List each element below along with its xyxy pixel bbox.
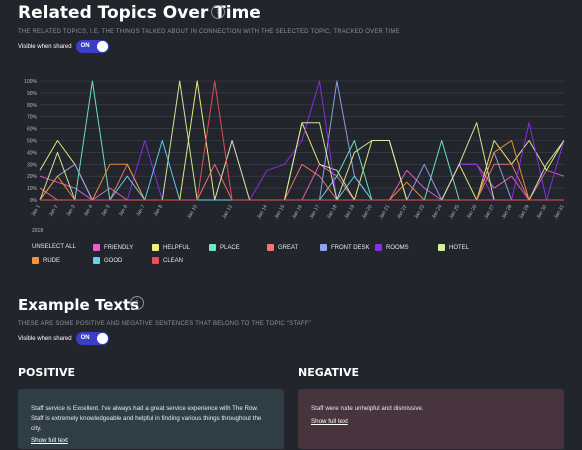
- legend-label: HELPFUL: [163, 244, 191, 251]
- x-tick-label: Jan 24: [431, 204, 444, 220]
- legend-label: FRIENDLY: [104, 244, 134, 251]
- x-tick-label: Jan 20: [361, 204, 374, 220]
- toggle-knob: [96, 41, 108, 52]
- legend-item-clean[interactable]: CLEAN: [152, 257, 183, 264]
- legend-swatch: [438, 244, 445, 251]
- visible-when-shared-label: Visible when shared: [18, 43, 72, 50]
- x-tick-label: Jan 2: [48, 204, 59, 218]
- legend-label: GREAT: [278, 244, 299, 251]
- legend-swatch: [152, 244, 159, 251]
- x-tick-label: Jan 29: [518, 204, 531, 220]
- visibility-toggle[interactable]: ON: [75, 40, 109, 53]
- legend-label: PLACE: [220, 244, 240, 251]
- x-tick-label: Jan 17: [308, 204, 321, 220]
- examples-title: Example Texts: [18, 296, 140, 314]
- legend-item-rooms[interactable]: ROOMS: [375, 244, 409, 251]
- info-icon[interactable]: i: [130, 296, 144, 310]
- x-tick-label: Jan 15: [274, 204, 287, 220]
- legend-item-good[interactable]: GOOD: [93, 257, 122, 264]
- positive-example-text: Staff service is Excellent. I've always …: [31, 405, 262, 432]
- section-subtitle: THE RELATED TOPICS, I.E. THE THINGS TALK…: [18, 29, 400, 35]
- related-topics-line-chart: 0% 10% 20% 30% 40% 50% 60% 70% 80% 90% 100% Jan 1 Ja…: [24, 79, 566, 220]
- legend-item-helpful[interactable]: HELPFUL: [152, 244, 190, 251]
- x-tick-label: Jan 1: [30, 204, 41, 218]
- legend-label: GOOD: [104, 257, 123, 264]
- legend-swatch: [375, 244, 382, 251]
- x-tick-label: Jan 31: [553, 204, 566, 220]
- legend-swatch: [209, 244, 216, 251]
- negative-heading: NEGATIVE: [298, 366, 360, 379]
- y-tick-label: 80%: [27, 103, 38, 109]
- x-tick-label: Jan 22: [396, 204, 409, 220]
- legend-label: ROOMS: [386, 244, 409, 251]
- legend-item-hotel[interactable]: HOTEL: [438, 244, 469, 251]
- y-tick-label: 100%: [24, 79, 37, 85]
- x-tick-label: Jan 10: [186, 204, 199, 220]
- examples-subtitle: THESE ARE SOME POSITIVE AND NEGATIVE SEN…: [18, 321, 312, 327]
- positive-example-card: Staff service is Excellent. I've always …: [18, 389, 284, 449]
- y-tick-label: 10%: [27, 186, 38, 192]
- x-tick-label: Jan 25: [448, 204, 461, 220]
- y-tick-label: 20%: [27, 174, 38, 180]
- x-tick-label: Jan 4: [83, 204, 94, 218]
- visibility-row: Visible when shared ON: [18, 332, 109, 345]
- x-tick-label: Jan 14: [256, 204, 269, 220]
- x-tick-label: Jan 3: [65, 204, 76, 218]
- x-tick-label: Jan 30: [536, 204, 549, 220]
- x-tick-label: Jan 23: [413, 204, 426, 220]
- x-tick-label: Jan 28: [501, 204, 514, 220]
- y-tick-label: 70%: [27, 115, 38, 121]
- unselect-all-button[interactable]: UNSELECT ALL: [32, 244, 76, 250]
- negative-example-card: Staff were rude unhelpful and dismissive…: [298, 389, 564, 449]
- info-icon[interactable]: i: [211, 5, 225, 19]
- toggle-label: ON: [80, 335, 90, 341]
- x-tick-label: Jan 7: [135, 204, 146, 218]
- x-tick-label: Jan 5: [100, 204, 111, 218]
- legend-label: UNSELECT ALL: [32, 244, 76, 250]
- positive-heading: POSITIVE: [18, 366, 76, 379]
- legend-swatch: [93, 244, 100, 251]
- y-tick-label: 60%: [27, 127, 38, 133]
- x-tick-label: Jan 19: [343, 204, 356, 220]
- x-tick-label: Jan 18: [326, 204, 339, 220]
- legend-item-place[interactable]: PLACE: [209, 244, 240, 251]
- y-tick-label: 90%: [27, 91, 38, 97]
- legend-item-rude[interactable]: RUDE: [32, 257, 60, 264]
- show-full-text-link[interactable]: Show full text: [31, 437, 68, 445]
- legend-item-great[interactable]: GREAT: [267, 244, 298, 251]
- x-tick-label: Jan 21: [378, 204, 391, 220]
- y-tick-label: 0%: [30, 198, 38, 204]
- x-tick-label: Jan 26: [466, 204, 479, 220]
- visible-when-shared-label: Visible when shared: [18, 335, 72, 342]
- toggle-knob: [96, 333, 108, 344]
- visibility-toggle[interactable]: ON: [75, 332, 109, 345]
- legend-item-friendly[interactable]: FRIENDLY: [93, 244, 133, 251]
- year-label: 2018: [32, 228, 44, 234]
- legend-item-front-desk[interactable]: FRONT DESK: [320, 244, 370, 251]
- legend-swatch: [320, 244, 327, 251]
- x-tick-label: Jan 12: [221, 204, 234, 220]
- x-tick-label: Jan 6: [118, 204, 129, 218]
- show-full-text-link[interactable]: Show full text: [311, 417, 348, 425]
- y-tick-label: 40%: [27, 150, 38, 156]
- legend-label: RUDE: [43, 257, 61, 264]
- legend-label: CLEAN: [163, 257, 184, 264]
- visibility-row: Visible when shared ON: [18, 40, 109, 53]
- y-tick-label: 30%: [27, 162, 38, 168]
- series-line-clean: [40, 80, 564, 201]
- negative-example-text: Staff were rude unhelpful and dismissive…: [311, 405, 424, 412]
- legend-swatch: [93, 257, 100, 264]
- legend-swatch: [32, 257, 39, 264]
- toggle-label: ON: [80, 43, 90, 49]
- page-title: Related Topics Over Time: [18, 3, 261, 23]
- y-tick-label: 50%: [27, 139, 38, 145]
- legend-swatch: [267, 244, 274, 251]
- legend-label: HOTEL: [449, 244, 470, 251]
- legend-swatch: [152, 257, 159, 264]
- x-tick-label: Jan 8: [153, 204, 164, 218]
- x-tick-label: Jan 27: [483, 204, 496, 220]
- legend-label: FRONT DESK: [331, 244, 370, 251]
- x-tick-label: Jan 16: [291, 204, 304, 220]
